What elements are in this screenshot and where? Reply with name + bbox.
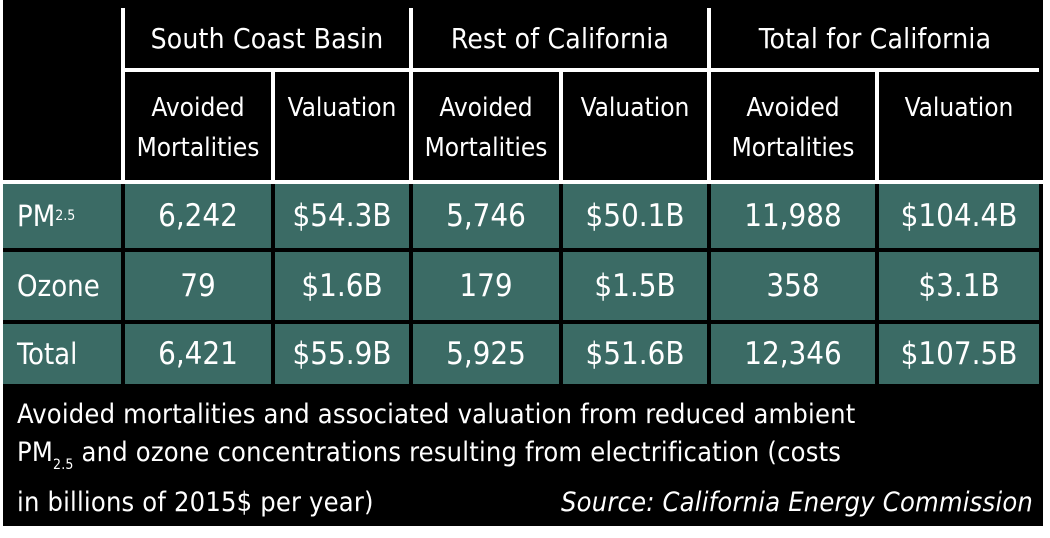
table-cell: $50.1B xyxy=(563,184,707,248)
grid-line xyxy=(271,72,275,180)
grid-line xyxy=(125,68,1039,72)
row-label-text: PM xyxy=(17,199,56,233)
group-header-total-california: Total for California xyxy=(758,21,992,55)
caption-line-1: Avoided mortalities and associated valua… xyxy=(17,399,856,430)
grid-line xyxy=(3,180,1043,184)
table-cell: $104.4B xyxy=(879,184,1039,248)
table-cell: $3.1B xyxy=(879,252,1039,320)
table-cell: 6,421 xyxy=(125,324,271,384)
caption-line-2: PM2.5 and ozone concentrations resulting… xyxy=(17,434,1033,484)
group-header-south-coast: South Coast Basin xyxy=(150,21,384,55)
table-cell: $107.5B xyxy=(879,324,1039,384)
table-cell: 79 xyxy=(125,252,271,320)
table-cell: 6,242 xyxy=(125,184,271,248)
caption-line-3-text: in billions of 2015$ per year) xyxy=(17,487,374,518)
grid-line xyxy=(559,72,563,180)
grid-line xyxy=(875,72,879,180)
table-cell: $54.3B xyxy=(275,184,409,248)
table-cell: 5,746 xyxy=(413,184,559,248)
sub-header-valuation: Valuation xyxy=(904,93,1014,123)
group-header-rest-of-california: Rest of California xyxy=(450,21,670,55)
sub-header-avoided-mortalities: Avoided Mortalities xyxy=(731,93,855,163)
row-label-ozone: Ozone xyxy=(3,252,121,320)
table-cell: 11,988 xyxy=(711,184,875,248)
caption-line-2-text: and ozone concentrations resulting from … xyxy=(73,437,842,468)
row-label-pm25: PM 2.5 xyxy=(3,184,121,248)
row-label-total: Total xyxy=(3,324,121,384)
table-cell: $55.9B xyxy=(275,324,409,384)
caption-pm-subscript: 2.5 xyxy=(53,457,74,473)
table-cell: $1.5B xyxy=(563,252,707,320)
table-cell: 358 xyxy=(711,252,875,320)
figure-caption: Avoided mortalities and associated valua… xyxy=(17,396,1033,522)
table-cell: 5,925 xyxy=(413,324,559,384)
table-cell: 179 xyxy=(413,252,559,320)
grid-line xyxy=(707,8,711,180)
grid-line xyxy=(409,8,413,180)
table-cell: $51.6B xyxy=(563,324,707,384)
sub-header-valuation: Valuation xyxy=(287,93,397,123)
sub-header-avoided-mortalities: Avoided Mortalities xyxy=(136,93,260,163)
table-cell: $1.6B xyxy=(275,252,409,320)
sub-header-avoided-mortalities: Avoided Mortalities xyxy=(424,93,548,163)
grid-line xyxy=(121,8,125,180)
figure-table-container: South Coast Basin Rest of California Tot… xyxy=(3,0,1043,526)
caption-source: Source: California Energy Commission xyxy=(561,487,1033,518)
caption-line-3: in billions of 2015$ per year) Source: C… xyxy=(17,484,1033,522)
row-label-subscript: 2.5 xyxy=(55,208,76,224)
sub-header-valuation: Valuation xyxy=(580,93,690,123)
caption-pm-text: PM xyxy=(17,437,54,468)
table-cell: 12,346 xyxy=(711,324,875,384)
